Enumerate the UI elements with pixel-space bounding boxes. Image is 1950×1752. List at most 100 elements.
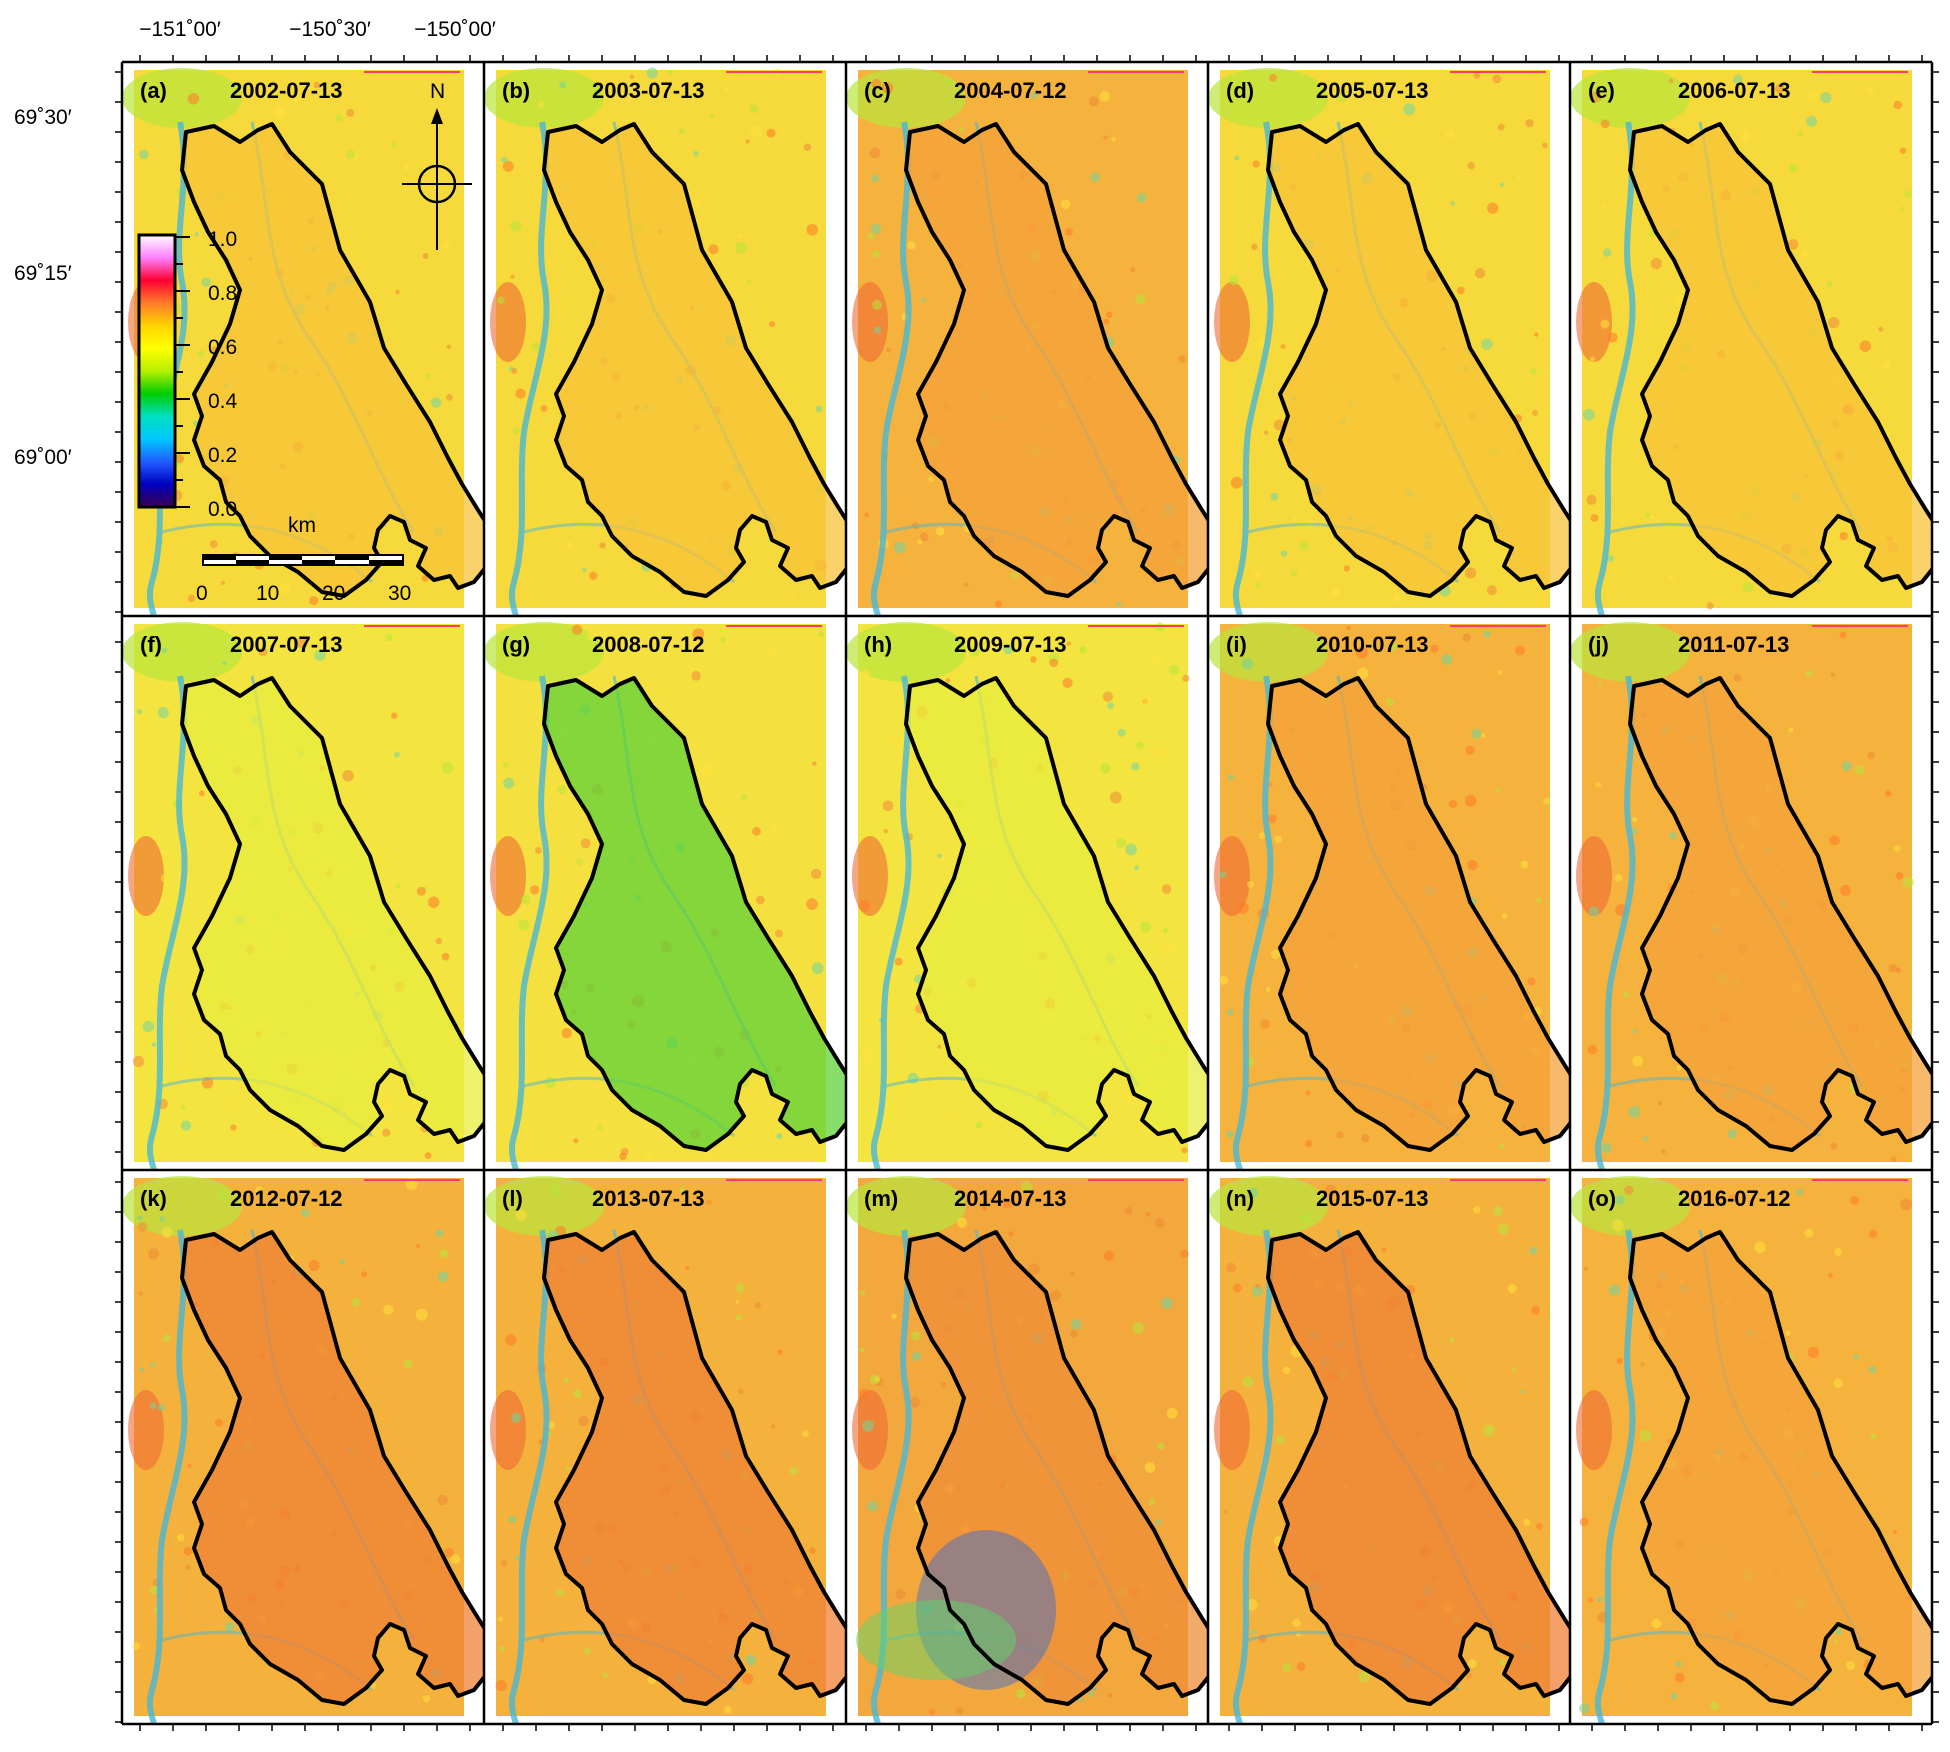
map-panel-m: (m) 2014-07-13 xyxy=(846,1176,1208,1724)
scale-bar-unit: km xyxy=(288,514,316,537)
map-panel-b: (b) 2003-07-13 xyxy=(484,67,846,616)
river xyxy=(1595,675,1636,1170)
panel-date: 2007-07-13 xyxy=(230,632,343,657)
panel-letter: (l) xyxy=(502,1186,523,1211)
panel-date: 2014-07-13 xyxy=(954,1186,1067,1211)
lon-label-150-30: −150˚30′ xyxy=(289,18,371,41)
panel-letter: (j) xyxy=(1588,632,1609,657)
north-label: N xyxy=(430,80,445,103)
study-area-outline xyxy=(1628,122,1932,598)
panel-letter: (c) xyxy=(864,78,891,103)
map-panel-o: (o) 2016-07-12 xyxy=(1570,1176,1932,1724)
river xyxy=(1595,1229,1636,1724)
study-area-outline xyxy=(542,1230,846,1706)
colorbar-legend: 1.0 0.8 0.6 0.4 0.2 0.0 xyxy=(137,228,238,521)
colorbar-tick-1-0: 1.0 xyxy=(208,228,237,251)
panel-date: 2012-07-12 xyxy=(230,1186,343,1211)
north-arrow: N xyxy=(402,80,472,250)
river xyxy=(509,121,550,616)
study-area-outline xyxy=(180,676,484,1152)
river xyxy=(871,121,912,616)
panel-date: 2005-07-13 xyxy=(1316,78,1429,103)
study-area-outline xyxy=(1266,122,1570,598)
map-panel-i: (i) 2010-07-13 xyxy=(1208,622,1570,1170)
study-area-outline xyxy=(904,1230,1208,1706)
panel-date: 2009-07-13 xyxy=(954,632,1067,657)
scale-tick-10: 10 xyxy=(256,582,279,605)
study-area-outline xyxy=(1266,1230,1570,1706)
panel-letter: (o) xyxy=(1588,1186,1616,1211)
panel-letter: (m) xyxy=(864,1186,898,1211)
panel-date: 2003-07-13 xyxy=(592,78,705,103)
lat-label-69-30: 69˚30′ xyxy=(14,106,72,129)
north-arrow-head-icon xyxy=(431,108,443,124)
lon-label-150-00: −150˚00′ xyxy=(414,18,496,41)
map-panel-g: (g) 2008-07-12 xyxy=(484,622,846,1170)
study-area-outline xyxy=(180,1230,484,1706)
river xyxy=(1595,121,1636,616)
panel-date: 2010-07-13 xyxy=(1316,632,1429,657)
colorbar-tick-0-8: 0.8 xyxy=(208,282,237,305)
panel-letter: (i) xyxy=(1226,632,1247,657)
study-area-outline xyxy=(1628,676,1932,1152)
river xyxy=(1233,121,1274,616)
colorbar-ticks xyxy=(175,236,190,508)
panel-letter: (e) xyxy=(1588,78,1615,103)
map-panel-h: (h) 2009-07-13 xyxy=(846,622,1208,1170)
panel-date: 2015-07-13 xyxy=(1316,1186,1429,1211)
map-panel-k: (k) 2012-07-12 xyxy=(122,1176,484,1724)
panel-date: 2002-07-13 xyxy=(230,78,343,103)
map-panel-j: (j) 2011-07-13 xyxy=(1570,622,1932,1170)
study-area-outline xyxy=(1628,1230,1932,1706)
map-panel-e: (e) 2006-07-13 xyxy=(1570,68,1932,616)
map-panel-n: (n) 2015-07-13 xyxy=(1208,1176,1570,1724)
panel-letter: (g) xyxy=(502,632,530,657)
scale-bar: km 0 10 20 30 xyxy=(196,514,411,605)
river xyxy=(871,1229,912,1724)
scale-tick-0: 0 xyxy=(196,582,208,605)
study-area-outline xyxy=(542,676,846,1152)
colorbar xyxy=(137,233,177,509)
figure-frame xyxy=(115,55,1939,1731)
panel-letter: (k) xyxy=(140,1186,167,1211)
study-area-outline xyxy=(180,122,484,598)
panel-letter: (f) xyxy=(140,632,162,657)
river xyxy=(1233,675,1274,1170)
panel-letter: (b) xyxy=(502,78,530,103)
panel-date: 2004-07-12 xyxy=(954,78,1067,103)
scale-tick-30: 30 xyxy=(388,582,411,605)
colorbar-tick-0-4: 0.4 xyxy=(208,390,238,413)
lon-label-151-00: −151˚00′ xyxy=(139,18,221,41)
colorbar-tick-0-6: 0.6 xyxy=(208,336,237,359)
river xyxy=(1233,1229,1274,1724)
scale-tick-20: 20 xyxy=(322,582,345,605)
colorbar-tick-0-2: 0.2 xyxy=(208,444,237,467)
map-panel-f: (f) 2007-07-13 xyxy=(122,622,484,1170)
map-panel-a: (a) 2002-07-13 xyxy=(122,68,484,616)
map-panel-d: (d) 2005-07-13 xyxy=(1208,68,1570,616)
colorbar-tick-0-0: 0.0 xyxy=(208,498,237,521)
river xyxy=(509,1229,550,1724)
panel-letter: (d) xyxy=(1226,78,1254,103)
panel-date: 2008-07-12 xyxy=(592,632,705,657)
panel-letter: (n) xyxy=(1226,1186,1254,1211)
panel-date: 2011-07-13 xyxy=(1678,632,1789,657)
map-panel-l: (l) 2013-07-13 xyxy=(484,1176,846,1724)
river xyxy=(147,675,188,1170)
study-area-outline xyxy=(1266,676,1570,1152)
panel-date: 2013-07-13 xyxy=(592,1186,705,1211)
study-area-outline xyxy=(904,676,1208,1152)
panel-letter: (a) xyxy=(140,78,167,103)
panel-date: 2006-07-13 xyxy=(1678,78,1791,103)
map-panels: (a) 2002-07-13 (b) 2003-07-13 (c) 2004-07-12(… xyxy=(122,67,1932,1724)
map-panel-c: (c) 2004-07-12 xyxy=(846,68,1208,616)
study-area-outline xyxy=(542,122,846,598)
study-area-outline xyxy=(904,122,1208,598)
panel-date: 2016-07-12 xyxy=(1678,1186,1791,1211)
river xyxy=(147,1229,188,1724)
river xyxy=(509,675,550,1170)
panel-letter: (h) xyxy=(864,632,892,657)
river xyxy=(871,675,912,1170)
lat-label-69-00: 69˚00′ xyxy=(14,446,72,469)
